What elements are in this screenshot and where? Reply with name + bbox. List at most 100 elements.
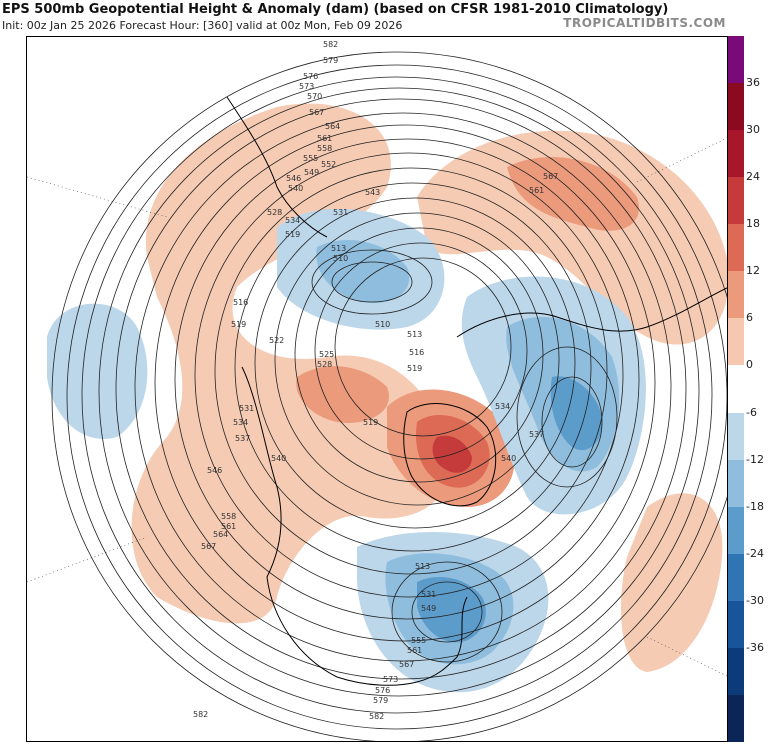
contour-label: 576 — [303, 72, 318, 81]
contour-label: 549 — [421, 604, 436, 613]
contour-label: 531 — [239, 404, 254, 413]
contour-ring — [331, 261, 413, 303]
colorbar-segment — [728, 459, 744, 508]
contour-label: 561 — [529, 186, 544, 195]
colorbar-segment — [728, 130, 744, 178]
contour-label: 531 — [333, 208, 348, 217]
anomaly-atlantic — [621, 493, 723, 672]
contour-label: 567 — [201, 542, 216, 551]
map-title: EPS 500mb Geopotential Height & Anomaly … — [2, 2, 669, 17]
colorbar-segment — [728, 224, 744, 272]
eurasia-coast — [456, 287, 727, 338]
contour-label: 561 — [407, 646, 422, 655]
contour-label: 513 — [415, 562, 430, 571]
colorbar-tick-label: -24 — [746, 546, 764, 560]
contour-label: 513 — [331, 244, 346, 253]
colorbar-tick-label: -12 — [746, 452, 764, 466]
meridian-line — [27, 536, 148, 583]
contour-label: 552 — [321, 160, 336, 169]
anomaly-siberia-warm — [507, 157, 639, 231]
colorbar-tick-label: 12 — [746, 264, 760, 278]
contour-label: 582 — [193, 710, 208, 719]
contour-label: 579 — [323, 56, 338, 65]
colorbar-segment — [728, 36, 744, 84]
contour-label: 534 — [285, 216, 300, 225]
colorbar-tick-label: 36 — [746, 76, 760, 90]
anomaly-europe-core — [550, 376, 603, 451]
anomaly-pacific — [47, 303, 148, 439]
contour-label: 558 — [317, 144, 332, 153]
colorbar-segment — [728, 647, 744, 696]
contour-ring — [311, 249, 433, 315]
contour-label: 540 — [501, 454, 516, 463]
anomaly-europe-asia — [417, 130, 727, 345]
contour-label: 546 — [207, 466, 222, 475]
colorbar-segment — [728, 365, 744, 414]
anomaly-eastern-us-core — [417, 577, 486, 643]
north-america-coast — [241, 366, 468, 686]
contour-label: 540 — [271, 454, 286, 463]
contour-ring — [274, 212, 560, 506]
anomaly-north-america-west — [131, 103, 453, 624]
colorbar-tick-label: -18 — [746, 499, 764, 513]
contour-label: 531 — [421, 590, 436, 599]
meridian-line — [646, 636, 727, 677]
contour-label: 519 — [363, 418, 378, 427]
contour-label: 516 — [233, 298, 248, 307]
contour-label: 561 — [221, 522, 236, 531]
anomaly-alaska-core — [316, 239, 410, 303]
colorbar-segment — [728, 412, 744, 461]
contour-ring — [516, 346, 618, 488]
colorbar-tick-label: 24 — [746, 170, 760, 184]
contour-label: 525 — [319, 350, 334, 359]
contour-label: 561 — [317, 134, 332, 143]
contour-label: 549 — [304, 168, 319, 177]
contour-label: 573 — [299, 82, 314, 91]
colorbar-segment — [728, 83, 744, 131]
contour-label: 522 — [269, 336, 284, 345]
contour-label: 573 — [383, 675, 398, 684]
colorbar-segment — [728, 177, 744, 225]
contour-ring — [234, 182, 592, 552]
negative-anomaly-layer — [47, 208, 646, 693]
contour-label: 576 — [375, 686, 390, 695]
contour-ring — [134, 112, 672, 662]
contour-ring — [411, 581, 483, 643]
contour-label: 534 — [495, 402, 510, 411]
contour-ring — [51, 51, 727, 741]
contour-label: 528 — [267, 208, 282, 217]
contour-label: 543 — [365, 188, 380, 197]
alaska-coast — [226, 96, 328, 238]
contour-ring — [194, 152, 624, 598]
contour-label: 519 — [231, 320, 246, 329]
meridian-line — [27, 176, 168, 218]
colorbar-segment — [728, 506, 744, 555]
contour-label: 513 — [407, 330, 422, 339]
anomaly-colorbar — [728, 36, 744, 743]
colorbar-segment — [728, 694, 744, 743]
colorbar-segment — [728, 271, 744, 319]
site-brand: TROPICALTIDBITS.COM — [563, 16, 726, 30]
anomaly-arctic-warm — [296, 366, 389, 423]
contour-label: 567 — [399, 660, 414, 669]
greenland-coast — [403, 403, 497, 507]
contour-label: 582 — [369, 712, 384, 721]
contour-label: 567 — [309, 108, 324, 117]
coastlines — [226, 96, 727, 686]
contour-ring — [541, 376, 603, 468]
contour-ring — [334, 257, 512, 437]
contour-label: 534 — [233, 418, 248, 427]
contour-label: 579 — [373, 696, 388, 705]
colorbar-tick-label: -30 — [746, 593, 764, 607]
contour-label: 519 — [407, 364, 422, 373]
map-canvas: 582 579 576 573 570 567 564 561 558 555 … — [27, 40, 727, 741]
contour-label: 510 — [333, 254, 348, 263]
contour-label: 516 — [409, 348, 424, 357]
contour-ring — [154, 124, 656, 642]
header: EPS 500mb Geopotential Height & Anomaly … — [0, 0, 768, 36]
contour-label: 564 — [213, 530, 228, 539]
colorbar-tick-label: 18 — [746, 217, 760, 231]
contour-label: 555 — [303, 154, 318, 163]
contour-ring — [254, 197, 576, 529]
contour-label: 510 — [375, 320, 390, 329]
